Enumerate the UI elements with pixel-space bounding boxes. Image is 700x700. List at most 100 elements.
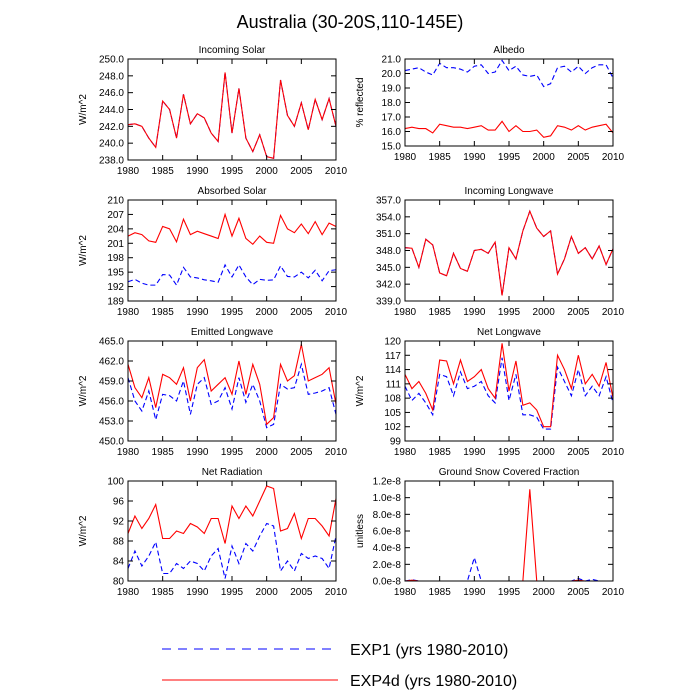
x-tick-label: 2010: [602, 447, 625, 458]
y-tick-label: 16.0: [382, 127, 402, 138]
x-tick-label: 2005: [290, 307, 313, 318]
y-tick-label: 244.0: [99, 105, 124, 116]
y-tick-label: 111: [386, 379, 402, 390]
plot-frame: [127, 199, 337, 302]
y-tick-label: 189: [107, 297, 124, 308]
x-tick-label: 2000: [533, 152, 556, 163]
series-line-exp4d: [404, 120, 614, 138]
x-tick-label: 1995: [498, 587, 521, 598]
panel-title: Net Longwave: [477, 327, 541, 338]
y-tick-label: 84: [113, 557, 125, 568]
x-tick-label: 2010: [602, 152, 625, 163]
panel-title: Ground Snow Covered Fraction: [439, 467, 580, 478]
x-tick-label: 2005: [567, 152, 590, 163]
x-tick-label: 1995: [221, 166, 244, 177]
y-tick-label: 96: [113, 497, 125, 508]
y-tick-label: 453.0: [99, 417, 124, 428]
plot-frame: [404, 58, 614, 147]
y-tick-label: 250.0: [99, 55, 124, 66]
y-tick-label: 198: [107, 253, 124, 264]
y-tick-label: 345.0: [376, 263, 401, 274]
x-tick-label: 1980: [394, 152, 417, 163]
series-line-exp1: [127, 522, 337, 579]
panel-title: Incoming Longwave: [465, 186, 554, 197]
x-tick-label: 2005: [290, 587, 313, 598]
series-line-exp4d: [404, 209, 614, 296]
x-tick-label: 2005: [567, 447, 590, 458]
legend-label-exp4d: EXP4d (yrs 1980-2010): [350, 673, 517, 690]
x-tick-label: 2000: [256, 166, 279, 177]
y-tick-label: 21.0: [382, 55, 402, 66]
y-tick-label: 18.0: [382, 98, 402, 109]
x-tick-label: 1985: [152, 587, 175, 598]
x-tick-label: 1980: [117, 587, 140, 598]
series-line-exp4d: [127, 72, 337, 160]
y-tick-label: 240.0: [99, 139, 124, 150]
x-tick-label: 2000: [256, 587, 279, 598]
y-axis-label: W/m^2: [78, 515, 89, 546]
x-tick-label: 1990: [186, 587, 209, 598]
y-tick-label: 20.0: [382, 69, 402, 80]
panel-title: Incoming Solar: [199, 45, 266, 56]
x-tick-label: 2010: [325, 587, 348, 598]
y-tick-label: 351.0: [376, 229, 401, 240]
y-tick-label: 15.0: [382, 142, 402, 153]
y-tick-label: 248.0: [99, 71, 124, 82]
panel-0: Incoming Solar W/m^2 238.0 240.0 242.0 244.0 2…: [78, 45, 348, 177]
y-tick-label: 246.0: [99, 88, 124, 99]
x-tick-label: 1985: [429, 447, 452, 458]
y-tick-label: 2.0e-8: [373, 560, 402, 571]
panel-7: Ground Snow Covered Fraction unitless 0.0e…: [355, 467, 625, 598]
x-tick-label: 2005: [290, 447, 313, 458]
y-tick-label: 195: [107, 268, 124, 279]
x-tick-label: 1990: [463, 307, 486, 318]
y-tick-label: 210: [107, 196, 124, 207]
x-tick-label: 1990: [463, 587, 486, 598]
x-tick-label: 2000: [533, 307, 556, 318]
y-tick-label: 201: [107, 239, 124, 250]
y-axis-label: % reflected: [355, 77, 366, 127]
y-tick-label: 0.0e-8: [373, 577, 402, 588]
y-axis-label: W/m^2: [355, 375, 366, 406]
plot-frame: [127, 480, 337, 582]
series-line-exp4d: [404, 343, 614, 428]
y-tick-label: 339.0: [376, 297, 401, 308]
series-line-exp1: [404, 357, 614, 430]
x-tick-label: 1980: [394, 307, 417, 318]
y-tick-label: 120: [384, 337, 401, 348]
y-tick-label: 342.0: [376, 280, 401, 291]
y-tick-label: 192: [107, 282, 124, 293]
panel-title: Emitted Longwave: [191, 327, 274, 338]
y-tick-label: 80: [113, 577, 125, 588]
x-tick-label: 2000: [256, 447, 279, 458]
y-tick-label: 99: [390, 437, 402, 448]
x-tick-label: 1990: [186, 447, 209, 458]
legend: EXP1 (yrs 1980-2010) EXP4d (yrs 1980-201…: [162, 642, 517, 690]
x-tick-label: 1990: [463, 152, 486, 163]
panel-6: Net Radiation W/m^2 80 84 88 92 96 100 1980 1985 1…: [78, 467, 348, 598]
x-tick-label: 1985: [429, 587, 452, 598]
x-tick-label: 2010: [602, 307, 625, 318]
y-tick-label: 105: [384, 408, 401, 419]
x-tick-label: 2010: [325, 447, 348, 458]
y-axis-label: W/m^2: [78, 375, 89, 406]
x-tick-label: 1990: [186, 307, 209, 318]
x-tick-label: 1995: [498, 307, 521, 318]
x-tick-label: 1980: [394, 587, 417, 598]
y-tick-label: 19.0: [382, 84, 402, 95]
figure-title: Australia (30-20S,110-145E): [237, 12, 464, 32]
series-line-exp1: [404, 209, 614, 296]
x-tick-label: 1995: [221, 587, 244, 598]
x-tick-label: 2010: [325, 307, 348, 318]
x-tick-label: 2000: [533, 447, 556, 458]
x-tick-label: 1980: [117, 447, 140, 458]
series-line-exp4d: [127, 485, 337, 544]
x-tick-label: 1985: [152, 307, 175, 318]
panel-3: Incoming Longwave 339.0 342.0 345.0 348.0 351…: [376, 186, 625, 318]
y-tick-label: 357.0: [376, 196, 401, 207]
y-axis-label: W/m^2: [78, 94, 89, 125]
x-tick-label: 2005: [567, 307, 590, 318]
x-tick-label: 1980: [394, 447, 417, 458]
x-tick-label: 1980: [117, 307, 140, 318]
y-tick-label: 1.0e-8: [373, 493, 402, 504]
